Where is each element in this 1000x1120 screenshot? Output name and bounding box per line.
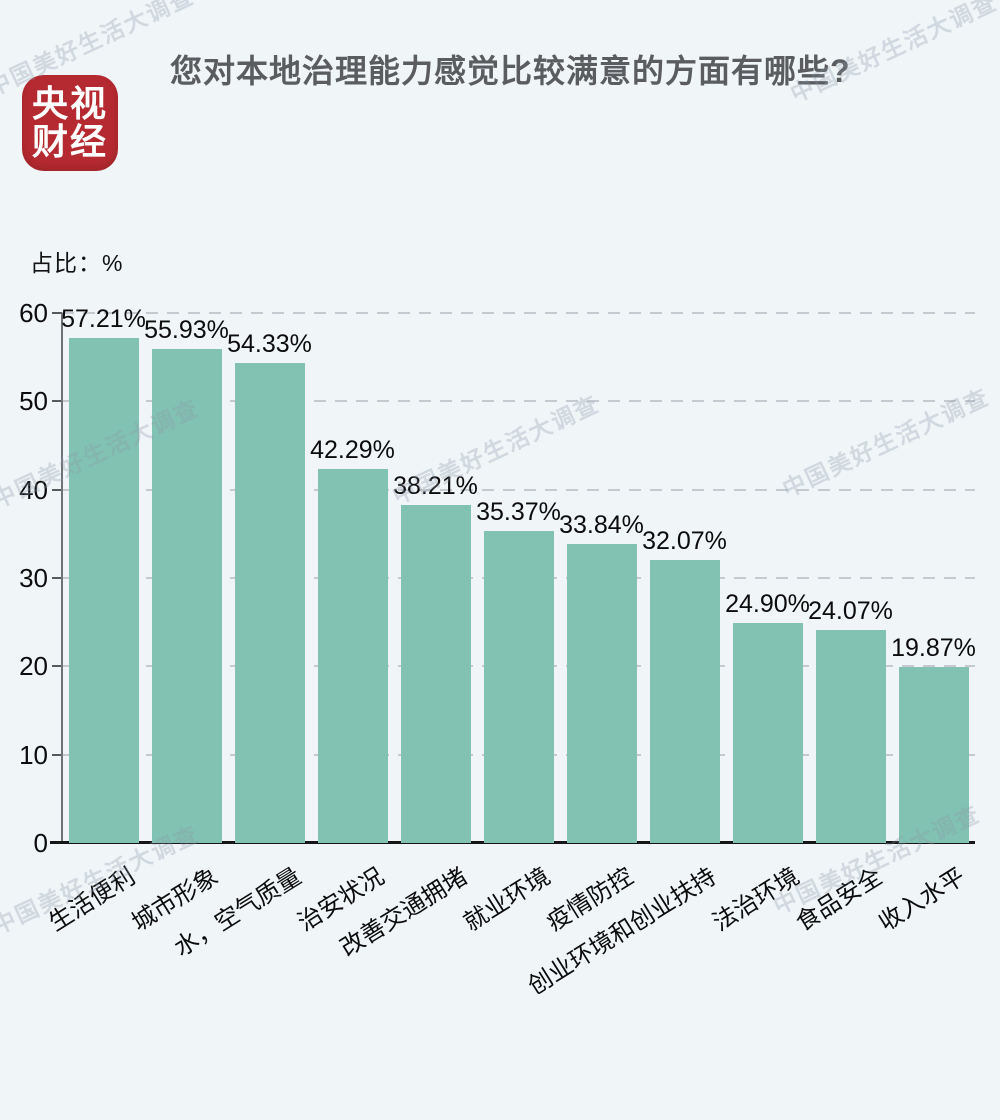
x-axis-category-label: 法治环境 <box>707 862 804 937</box>
bar-value-label: 54.33% <box>227 330 312 359</box>
y-axis-tick <box>52 753 62 756</box>
watermark-text: 中国美好生活大调查 <box>778 383 994 503</box>
bar-5 <box>400 505 471 843</box>
bar-value-label: 38.21% <box>393 472 478 501</box>
y-axis-tick-label: 30 <box>19 563 48 593</box>
bar-11 <box>898 667 969 843</box>
x-axis-category-label: 生活便利 <box>43 862 140 937</box>
bar-value-label: 32.07% <box>642 526 727 555</box>
bar-value-label: 24.90% <box>725 590 810 619</box>
x-axis-category-label: 就业环境 <box>458 862 555 937</box>
y-axis-unit-label: 占比：% <box>30 250 124 276</box>
bar-6 <box>483 530 554 843</box>
y-axis-tick-label: 50 <box>19 386 48 417</box>
bar-7 <box>566 544 637 843</box>
bar-value-label: 42.29% <box>310 436 395 465</box>
y-axis-tick-label: 60 <box>19 298 48 328</box>
y-axis-tick <box>52 400 62 403</box>
logo-text-line2: 财经 <box>31 121 108 162</box>
y-axis-tick-label: 20 <box>19 651 48 682</box>
y-axis-tick <box>52 665 62 668</box>
bar-value-label: 35.37% <box>476 497 561 526</box>
bar-1 <box>68 337 139 843</box>
y-axis-tick <box>52 577 62 579</box>
y-axis-tick-label: 10 <box>19 739 48 770</box>
gridline-50 <box>62 400 975 403</box>
bar-value-label: 24.07% <box>808 597 893 626</box>
x-axis-category-label: 食品安全 <box>790 862 887 937</box>
bar-8 <box>649 559 720 843</box>
logo-text-line1: 央视 <box>31 82 108 124</box>
y-axis-line <box>61 313 63 843</box>
bar-10 <box>815 630 886 843</box>
bar-value-label: 57.21% <box>61 304 146 333</box>
y-axis-tick <box>52 312 62 314</box>
chart-title: 您对本地治理能力感觉比较满意的方面有哪些? <box>170 53 851 89</box>
y-axis-tick <box>52 488 62 491</box>
bar-2 <box>151 348 222 843</box>
bar-4 <box>317 469 388 843</box>
bar-value-label: 19.87% <box>891 634 976 663</box>
bar-3 <box>234 363 305 843</box>
bar-value-label: 55.93% <box>144 315 229 344</box>
x-axis-category-label: 收入水平 <box>873 862 970 937</box>
gridline-60 <box>62 312 975 314</box>
bar-value-label: 33.84% <box>559 511 644 540</box>
cctv-finance-logo: 央视 财经 <box>22 75 118 171</box>
gridline-40 <box>62 488 975 491</box>
bar-9 <box>732 623 803 843</box>
y-axis-tick-label: 0 <box>33 828 48 858</box>
y-axis-tick-label: 40 <box>19 474 48 505</box>
